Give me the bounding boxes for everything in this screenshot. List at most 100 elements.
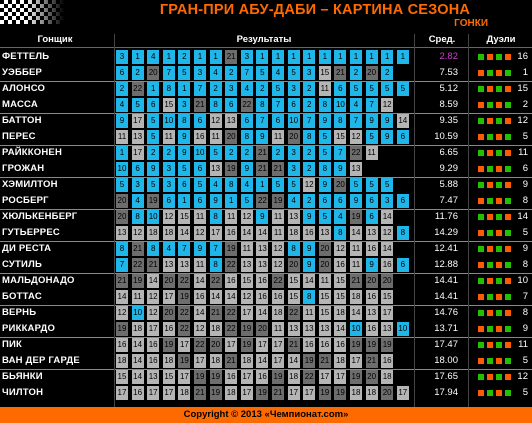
table-row: ФЕТТЕЛЬ 3 1 4 1 2 1 1 21 3 1 1 1 1 1 1 1 1 1 1 2.82 16 — [0, 49, 532, 65]
race-result-cell: 13 — [178, 258, 191, 272]
race-result-cell: 19 — [318, 386, 331, 400]
race-result-cell: 20 — [365, 66, 378, 80]
race-result-cell: 18 — [178, 386, 191, 400]
race-result-cell: 2 — [240, 146, 253, 160]
race-result-cell: 18 — [147, 226, 160, 240]
race-result-cell: 20 — [381, 274, 394, 288]
table-row: БАТТОН 9 17 5 10 8 6 12 13 6 7 6 10 7 9 8 7 9 9 14 9.35 12 — [0, 113, 532, 129]
average-position: 13.71 — [434, 323, 458, 334]
race-result-cell: 16 — [381, 354, 394, 368]
race-result-cell: 16 — [162, 322, 175, 336]
race-result-cell: 20 — [318, 258, 331, 272]
race-result-cell: 6 — [178, 178, 191, 192]
race-result-cell: 3 — [194, 66, 206, 80]
average-position: 17.94 — [434, 387, 458, 398]
race-result-cell: 9 — [147, 162, 160, 176]
race-result-cell: 11 — [131, 290, 144, 304]
race-result-cell: 16 — [116, 338, 128, 352]
race-result-cell: 6 — [162, 194, 175, 208]
header-duels: Дуэли — [486, 34, 516, 45]
duel-win-icon — [487, 358, 493, 364]
duel-win-icon — [505, 262, 511, 268]
race-result-cell: 12 — [147, 290, 160, 304]
average-position: 18.00 — [434, 355, 458, 366]
race-result-cell: 5 — [365, 82, 378, 96]
race-result-cell: 8 — [396, 226, 409, 240]
driver-name: ЧИЛТОН — [2, 387, 44, 398]
race-result-cell: 17 — [178, 370, 191, 384]
page-title: ГРАН-ПРИ АБУ-ДАБИ – КАРТИНА СЕЗОНА — [159, 2, 471, 18]
race-result-cell: 4 — [209, 66, 222, 80]
duel-win-icon — [478, 150, 484, 156]
table-row: УЭББЕР 6 2 20 7 5 3 4 2 7 5 4 5 3 15 21 2 20 2 7.53 1 — [0, 65, 532, 81]
table-row: БОТТАС 14 11 12 17 19 16 14 14 12 16 16 15 8 15 15 18 16 1… — [0, 289, 532, 305]
average-position: 14.29 — [434, 227, 458, 238]
race-result-cell: 5 — [365, 130, 378, 144]
race-result-cell: 3 — [240, 50, 253, 64]
duel-loss-icon — [505, 54, 511, 60]
race-result-cell: 18 — [334, 306, 347, 320]
race-result-cell: 9 — [178, 146, 191, 160]
race-result-cell: 9 — [318, 178, 331, 192]
race-result-cell: 14 — [131, 354, 144, 368]
race-result-cell: 14 — [116, 290, 128, 304]
duel-win-icon — [496, 374, 502, 380]
duel-count: 6 — [522, 163, 528, 174]
race-result-cell: 12 — [381, 226, 394, 240]
duel-loss-icon — [478, 390, 484, 396]
race-result-cell: 6 — [287, 98, 300, 112]
race-result-cell: 18 — [287, 226, 300, 240]
race-result-cell: 8 — [287, 242, 300, 256]
race-result-cell: 18 — [131, 322, 144, 336]
race-result-cell: 15 — [287, 290, 300, 304]
race-result-cell: 18 — [225, 386, 238, 400]
race-result-cell: 5 — [209, 146, 222, 160]
race-result-cell: 9 — [256, 210, 269, 224]
duel-win-icon — [505, 326, 511, 332]
race-result-cell: 13 — [225, 114, 238, 128]
race-result-cell: 6 — [116, 66, 128, 80]
duel-count: 15 — [517, 83, 528, 94]
race-result-cell: 16 — [303, 226, 316, 240]
duel-win-icon — [478, 118, 484, 124]
race-result-cell: 14 — [256, 354, 269, 368]
race-result-cell: 2 — [303, 98, 316, 112]
duel-loss-icon — [505, 86, 511, 92]
race-result-cell: 17 — [287, 386, 300, 400]
race-result-cell: 10 — [334, 98, 347, 112]
race-result-cell: 10 — [396, 322, 409, 336]
duel-loss-icon — [487, 246, 493, 252]
duel-count: 5 — [522, 355, 528, 366]
race-result-cell: 19 — [116, 322, 128, 336]
duel-count: 5 — [522, 227, 528, 238]
race-result-cell: 19 — [147, 194, 160, 208]
duel-count: 5 — [522, 131, 528, 142]
race-result-cell: 17 — [116, 386, 128, 400]
race-result-cell: 1 — [162, 50, 175, 64]
race-result-cell: 8 — [225, 178, 238, 192]
duel-loss-icon — [487, 310, 493, 316]
race-result-cell: 21 — [194, 386, 206, 400]
race-result-cell: 15 — [334, 130, 347, 144]
duel-win-icon — [505, 294, 511, 300]
race-result-cell: 7 — [209, 242, 222, 256]
race-result-cell: 16 — [194, 130, 206, 144]
race-result-cell: 13 — [287, 210, 300, 224]
duel-loss-icon — [496, 262, 502, 268]
race-result-cell: 14 — [131, 338, 144, 352]
duel-win-icon — [487, 198, 493, 204]
duel-win-icon — [505, 390, 511, 396]
race-result-cell: 8 — [209, 98, 222, 112]
race-result-cell: 9 — [350, 194, 362, 208]
race-result-cell: 19 — [365, 338, 378, 352]
duel-loss-icon — [478, 230, 484, 236]
race-result-cell: 19 — [334, 386, 347, 400]
race-result-cell: 8 — [240, 130, 253, 144]
race-result-cell: 14 — [147, 274, 160, 288]
copyright-footer: Copyright © 2013 «Чемпионат.com» — [0, 407, 532, 423]
column-divider — [114, 34, 115, 407]
duel-loss-icon — [496, 70, 502, 76]
race-result-cell: 2 — [131, 66, 144, 80]
duel-count: 8 — [522, 259, 528, 270]
duel-count: 12 — [517, 371, 528, 382]
